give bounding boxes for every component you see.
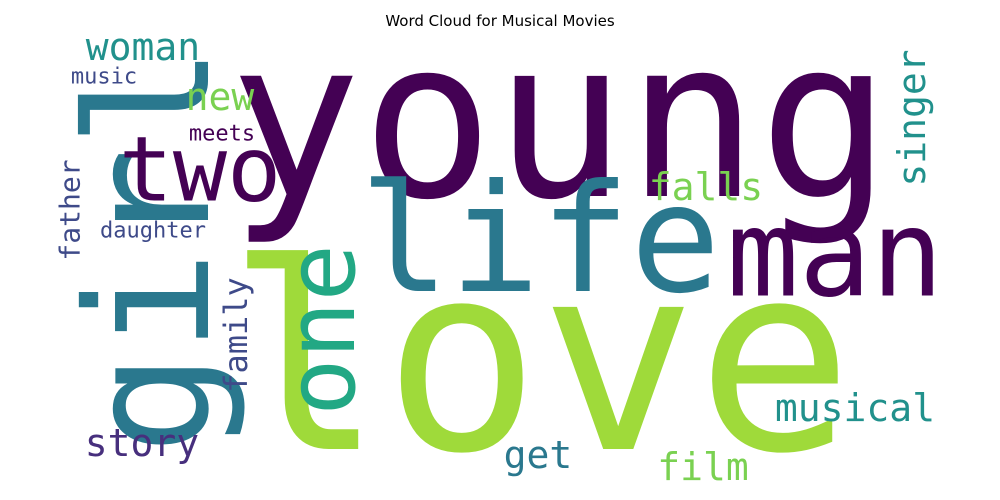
- word-new: new: [186, 75, 255, 119]
- word-man: man: [727, 186, 944, 325]
- word-falls: falls: [649, 165, 763, 209]
- word-life: life: [359, 153, 720, 327]
- word-meets: meets: [189, 122, 255, 147]
- word-young: young: [229, 0, 891, 248]
- word-father: father: [54, 159, 87, 260]
- word-musical: musical: [775, 386, 935, 430]
- word-music: music: [71, 65, 137, 90]
- word-girl: girl: [51, 45, 249, 454]
- figure-title: Word Cloud for Musical Movies: [385, 12, 615, 30]
- word-film: film: [657, 445, 749, 489]
- word-love: love: [227, 209, 853, 500]
- word-family: family: [217, 277, 255, 393]
- word-two: two: [119, 118, 282, 223]
- word-get: get: [504, 433, 573, 477]
- word-singer: singer: [890, 49, 934, 186]
- word-one: one: [267, 244, 377, 416]
- word-story: story: [85, 421, 199, 465]
- word-daughter: daughter: [100, 219, 206, 244]
- word-woman: woman: [86, 25, 200, 69]
